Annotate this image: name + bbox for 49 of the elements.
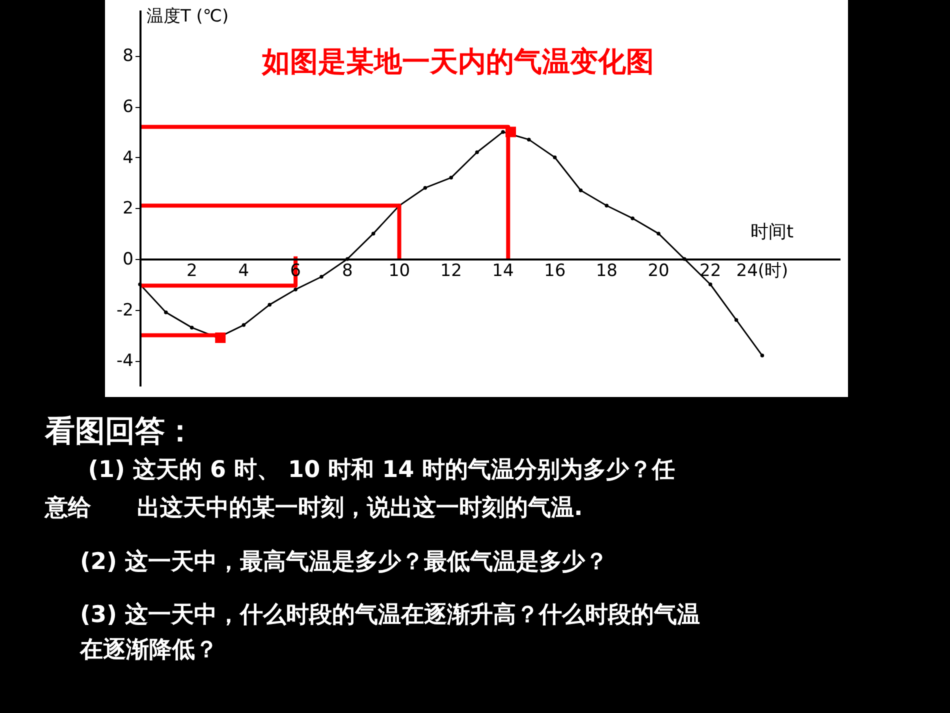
x-tick-label: 2 xyxy=(186,260,198,281)
y-tick-label: 2 xyxy=(122,198,134,219)
text: 看图回答： xyxy=(44,414,195,449)
point xyxy=(423,186,428,190)
point xyxy=(294,288,298,292)
y-axis-title: 温度T (℃) xyxy=(146,6,229,26)
point xyxy=(164,310,168,314)
x-tick-label: 20 xyxy=(648,260,670,281)
point xyxy=(630,216,634,220)
point xyxy=(708,282,712,286)
y-tick-label: 4 xyxy=(122,148,134,168)
point xyxy=(501,130,505,134)
point xyxy=(505,126,516,138)
y-tick-label: 0 xyxy=(122,249,134,270)
point xyxy=(656,232,660,236)
point xyxy=(215,332,226,343)
text: (1) 这天的 6 时、 10 时和 14 时的气温分别为多少？任 xyxy=(88,456,676,483)
y-tick-label: 8 xyxy=(122,46,134,66)
point xyxy=(449,176,453,180)
point xyxy=(190,326,194,330)
x-tick-label: 8 xyxy=(342,260,353,281)
text: (3) 这一天中，什么时段的气温在逐渐升高？什么时段的气温 xyxy=(80,601,700,628)
point xyxy=(734,318,738,322)
x-tick-label: 12 xyxy=(440,260,462,281)
point xyxy=(604,204,609,208)
x-tick-label: 4 xyxy=(238,260,250,281)
point xyxy=(320,274,324,279)
point xyxy=(268,302,272,307)
text: 如图是某地一天内的气温变化图 xyxy=(261,45,654,78)
point xyxy=(371,232,376,236)
x-axis-title: 时间t xyxy=(750,221,794,242)
text: (2) 这一天中，最高气温是多少？最低气温是多少？ xyxy=(80,548,608,575)
point xyxy=(527,138,531,142)
x-tick-label: 10 xyxy=(388,260,410,281)
point xyxy=(552,155,557,160)
y-tick-label: -2 xyxy=(116,300,134,320)
x-tick-label: 22 xyxy=(700,260,722,281)
point xyxy=(475,150,479,154)
x-tick-label: 16 xyxy=(544,260,566,281)
x-tick-label: 18 xyxy=(596,260,618,281)
y-tick-label: 6 xyxy=(122,97,134,118)
x-tick-label: 14 xyxy=(492,260,514,281)
text: 意给 出这天中的某一时刻，说出这一时刻的气温. xyxy=(44,494,583,521)
y-tick-label: -4 xyxy=(116,351,134,372)
point xyxy=(578,188,583,192)
text: 在逐渐降低？ xyxy=(79,637,218,663)
point xyxy=(242,323,246,327)
x-tick-label: 24(时) xyxy=(736,260,788,281)
point xyxy=(760,354,764,358)
